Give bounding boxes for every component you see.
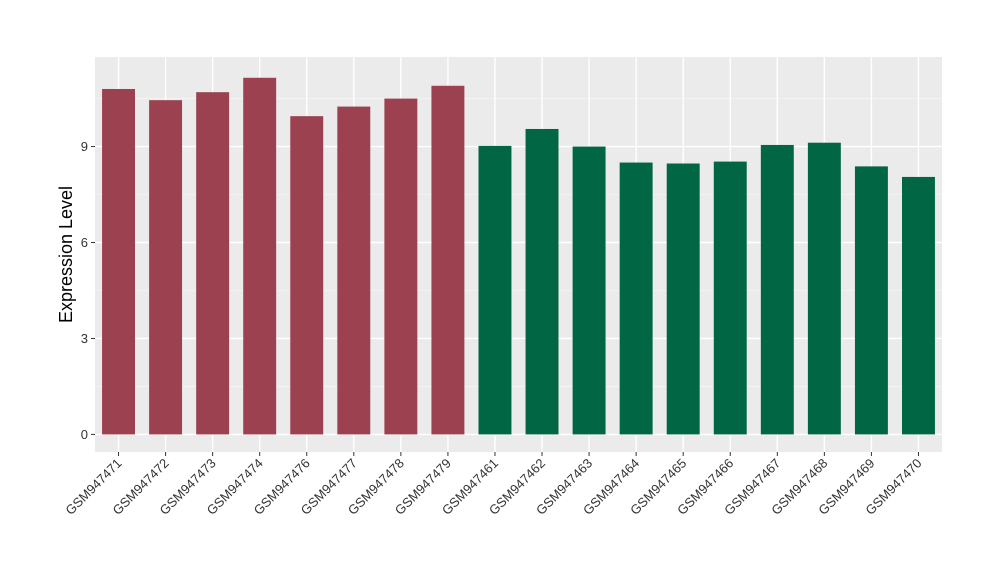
bar-GSM947478 <box>384 98 418 435</box>
y-axis: 0 3 6 9 <box>81 139 95 442</box>
bar-GSM947464 <box>619 162 653 435</box>
x-axis: GSM947471GSM947472GSM947473GSM947474GSM9… <box>62 452 925 518</box>
bar-GSM947479 <box>431 85 465 435</box>
minor-gridlines <box>95 98 942 387</box>
bar-GSM947462 <box>525 128 559 435</box>
y-tick-label: 0 <box>81 427 88 442</box>
bar-GSM947461 <box>478 145 512 435</box>
bar-GSM947472 <box>149 100 183 435</box>
bar-GSM947463 <box>572 146 606 435</box>
y-tick-label: 9 <box>81 139 88 154</box>
bar-GSM947476 <box>290 116 324 435</box>
bar-GSM947470 <box>902 176 935 435</box>
bars <box>102 77 935 435</box>
bar-GSM947467 <box>760 144 794 435</box>
bar-GSM947477 <box>337 106 371 435</box>
bar-GSM947471 <box>102 88 135 435</box>
bar-GSM947469 <box>854 166 888 435</box>
y-tick-label: 6 <box>81 235 88 250</box>
bar-GSM947474 <box>243 77 277 435</box>
bar-GSM947468 <box>807 142 841 435</box>
bar-GSM947473 <box>196 92 230 435</box>
bar-GSM947466 <box>713 161 747 435</box>
y-tick-label: 3 <box>81 331 88 346</box>
y-axis-title: Expression Level <box>56 186 76 323</box>
bar-GSM947465 <box>666 163 700 435</box>
